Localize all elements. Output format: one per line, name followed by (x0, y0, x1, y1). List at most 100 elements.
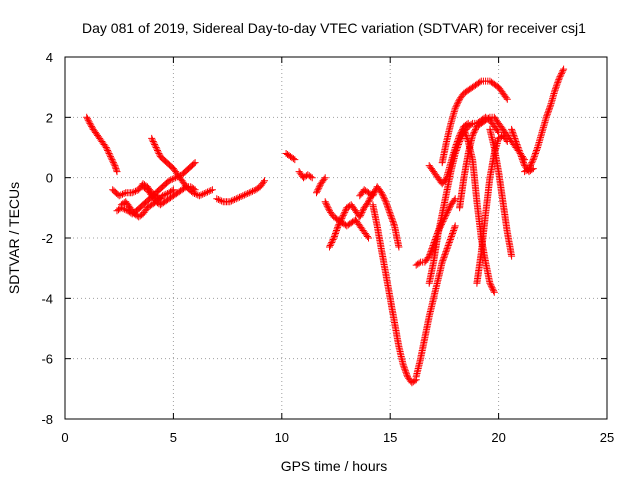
data-point-marker (189, 189, 197, 197)
data-point-marker (231, 196, 239, 203)
data-point-marker (327, 240, 335, 248)
data-point-marker (559, 67, 567, 75)
data-point-marker (388, 214, 396, 222)
data-point-marker (102, 144, 110, 151)
series-track-15 (412, 222, 459, 381)
data-point-marker (336, 217, 344, 225)
data-point-marker (395, 243, 403, 251)
series-track-6 (148, 134, 216, 200)
data-point-marker (451, 144, 459, 151)
data-point-marker (335, 220, 343, 228)
data-point-marker (384, 204, 392, 212)
data-point-marker (439, 255, 447, 263)
data-point-marker (556, 73, 564, 81)
data-point-marker (149, 138, 157, 145)
data-point-marker (453, 101, 461, 109)
data-point-marker (357, 211, 365, 219)
data-point-marker (167, 176, 175, 184)
data-point-marker (512, 138, 520, 145)
data-point-marker (514, 144, 522, 151)
data-point-marker (502, 94, 510, 102)
data-point-marker (113, 168, 121, 176)
chart-title: Day 081 of 2019, Sidereal Day-to-day VTE… (82, 20, 586, 36)
data-point-marker (236, 193, 243, 201)
data-point-marker (130, 188, 138, 196)
data-point-marker (441, 251, 449, 259)
y-tick-label: -8 (41, 412, 53, 427)
data-point-marker (314, 186, 322, 194)
data-point-marker (218, 197, 226, 205)
data-point-marker (154, 147, 161, 154)
series-track-3 (113, 159, 199, 218)
data-point-marker (339, 211, 347, 219)
data-point-marker (105, 150, 113, 157)
data-point-marker (259, 178, 267, 186)
data-point-marker (446, 237, 454, 245)
data-point-marker (555, 74, 563, 82)
data-point-marker (341, 208, 349, 216)
data-point-marker (469, 131, 477, 139)
data-point-marker (513, 141, 521, 148)
data-point-marker (334, 223, 342, 231)
data-point-marker (516, 148, 524, 156)
y-tick-label: 4 (46, 50, 53, 65)
data-point-marker (369, 192, 377, 200)
data-point-marker (115, 192, 123, 200)
data-point-marker (558, 70, 565, 78)
data-point-marker (106, 151, 114, 159)
data-point-marker (122, 206, 130, 214)
data-point-marker (552, 85, 559, 93)
data-point-marker (341, 207, 349, 215)
data-point-marker (244, 190, 252, 197)
data-point-marker (399, 361, 407, 369)
series-track-12 (326, 189, 377, 251)
series-track-18 (425, 119, 472, 188)
x-tick-label: 5 (170, 430, 177, 445)
y-tick-label: 2 (46, 110, 53, 125)
data-point-marker (101, 142, 109, 150)
data-point-marker (159, 192, 167, 200)
data-point-marker (110, 160, 118, 168)
y-tick-label: -2 (41, 231, 53, 246)
data-point-marker (360, 205, 367, 213)
data-point-marker (107, 153, 114, 161)
data-point-marker (508, 252, 516, 260)
x-tick-label: 10 (275, 430, 289, 445)
data-point-marker (518, 156, 526, 164)
x-tick-label: 15 (383, 430, 397, 445)
data-point-marker (526, 163, 534, 171)
data-point-marker (365, 198, 372, 206)
data-point-marker (462, 130, 469, 138)
data-point-marker (494, 127, 501, 135)
data-point-marker (560, 65, 568, 73)
data-point-marker (321, 198, 329, 206)
data-point-marker (528, 159, 536, 167)
data-point-marker (227, 197, 235, 205)
data-point-marker (460, 125, 468, 133)
data-point-marker (150, 139, 158, 147)
data-point-marker (200, 190, 208, 197)
data-point-marker (151, 142, 159, 150)
data-point-marker (487, 282, 495, 290)
data-point-marker (237, 193, 245, 200)
data-point-marker (442, 175, 449, 183)
data-point-marker (442, 248, 450, 256)
data-point-marker (323, 202, 331, 210)
data-point-marker (529, 157, 537, 165)
data-point-marker (503, 138, 511, 145)
data-point-marker (112, 165, 120, 173)
data-point-marker (328, 239, 336, 246)
data-point-marker (321, 174, 329, 182)
y-tick-label: -4 (41, 291, 53, 306)
data-point-marker (356, 213, 364, 221)
data-point-marker (389, 217, 397, 225)
series-track-13 (356, 183, 403, 251)
data-point-marker (520, 159, 527, 167)
data-point-marker (454, 98, 462, 106)
data-point-marker (117, 191, 125, 199)
data-point-marker (326, 243, 333, 251)
series-track-14 (369, 201, 420, 387)
data-point-marker (239, 192, 247, 200)
data-point-marker (489, 285, 497, 293)
